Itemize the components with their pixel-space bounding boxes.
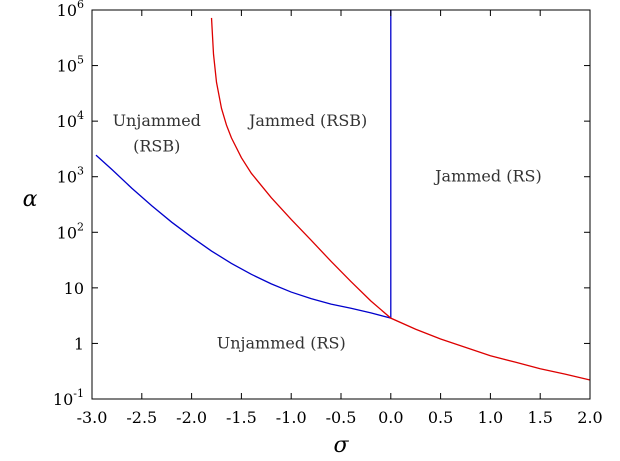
x-tick-label: 1.5	[527, 408, 552, 427]
x-tick-label: -3.0	[77, 408, 108, 427]
y-tick-label: 106	[57, 0, 84, 20]
x-axis: -3.0 -2.5 -2.0 -1.5 -1.0 -0.5 0.0 0.5 1.0 1.5 2.0	[77, 10, 603, 427]
y-tick-label: 104	[57, 109, 84, 131]
x-tick-label: -1.5	[226, 408, 257, 427]
x-tick-label: 0.0	[378, 408, 403, 427]
x-tick-label: -1.0	[276, 408, 307, 427]
region-label: Unjammed	[113, 111, 201, 130]
y-axis-title: α	[23, 187, 38, 212]
series-line-3	[210, 17, 591, 381]
x-tick-label: 1.0	[478, 408, 503, 427]
y-tick-label: 10	[64, 279, 84, 298]
x-tick-label: -2.5	[126, 408, 157, 427]
region-labels: Unjammed (RSB) Jammed (RSB) Jammed (RS) Unja…	[113, 111, 542, 352]
x-tick-label: 0.5	[428, 408, 453, 427]
region-label: Jammed (RS)	[433, 167, 542, 186]
region-label: Jammed (RSB)	[247, 111, 367, 130]
y-tick-label: 1	[74, 334, 84, 353]
x-tick-label: -2.0	[176, 408, 207, 427]
region-label: (RSB)	[133, 136, 180, 155]
x-axis-title: σ	[333, 433, 349, 458]
series-line-1	[95, 154, 391, 319]
x-tick-label: 2.0	[577, 408, 602, 427]
y-tick-label: 10-1	[53, 387, 84, 409]
y-tick-label: 103	[57, 165, 84, 187]
series-layer	[95, 10, 591, 381]
x-tick-label: -0.5	[326, 408, 357, 427]
y-tick-label: 102	[57, 220, 84, 242]
y-tick-label: 105	[57, 54, 84, 76]
region-label: Unjammed (RS)	[217, 333, 346, 352]
y-axis: 10-1 1 10 102 103 104 105 106	[53, 0, 590, 409]
